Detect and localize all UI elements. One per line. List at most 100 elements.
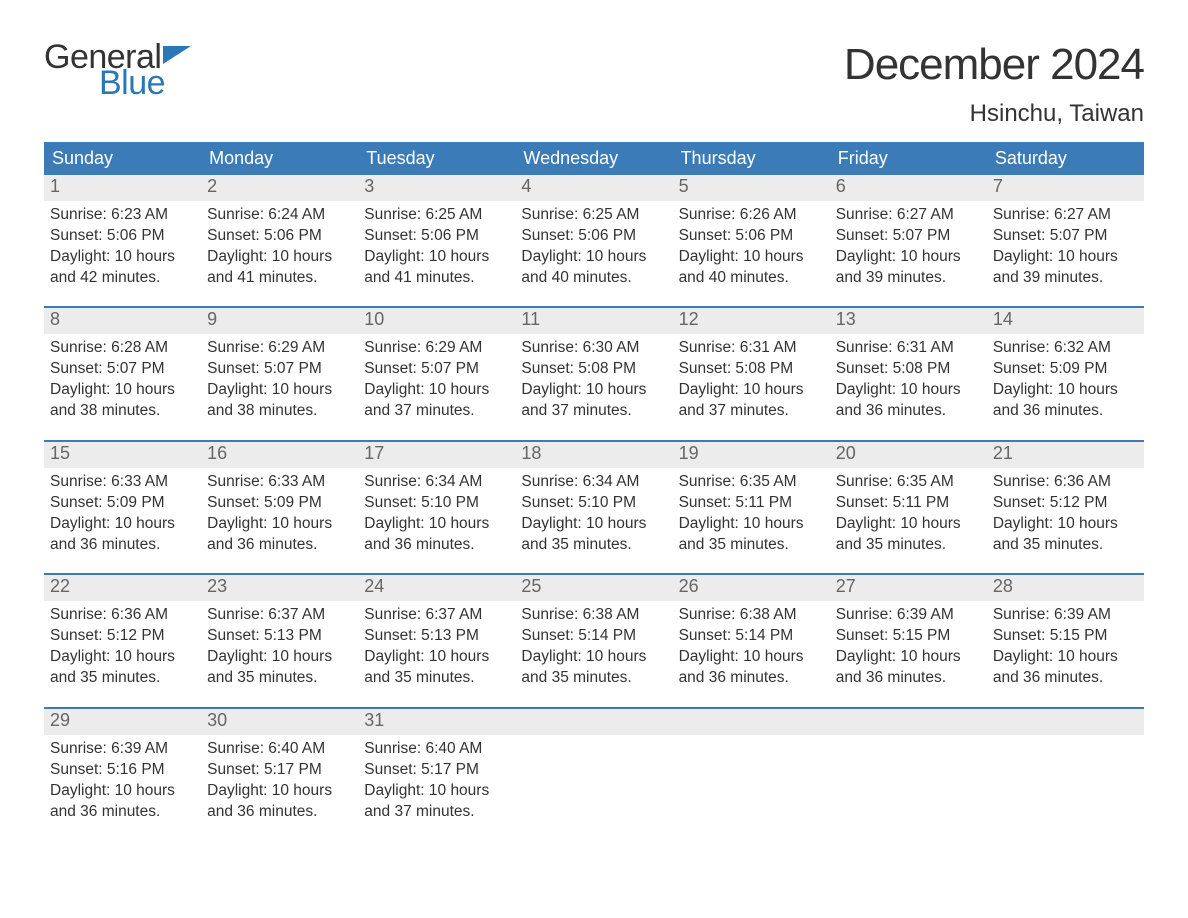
calendar: Sunday Monday Tuesday Wednesday Thursday…: [44, 142, 1144, 826]
daylight-text-2: and 40 minutes.: [679, 268, 824, 289]
sunset-text: Sunset: 5:08 PM: [521, 359, 666, 380]
day-details: Sunrise: 6:37 AMSunset: 5:13 PMDaylight:…: [358, 601, 515, 693]
daylight-text-2: and 41 minutes.: [364, 268, 509, 289]
sunset-text: Sunset: 5:06 PM: [679, 226, 824, 247]
day-number: [515, 709, 672, 735]
daylight-text-1: Daylight: 10 hours: [50, 781, 195, 802]
sunrise-text: Sunrise: 6:33 AM: [207, 472, 352, 493]
day-details: Sunrise: 6:32 AMSunset: 5:09 PMDaylight:…: [987, 334, 1144, 426]
calendar-day-cell: [830, 709, 987, 826]
sunset-text: Sunset: 5:06 PM: [521, 226, 666, 247]
calendar-day-cell: 18Sunrise: 6:34 AMSunset: 5:10 PMDayligh…: [515, 442, 672, 559]
sunrise-text: Sunrise: 6:33 AM: [50, 472, 195, 493]
daylight-text-1: Daylight: 10 hours: [364, 647, 509, 668]
daylight-text-2: and 41 minutes.: [207, 268, 352, 289]
day-details: Sunrise: 6:36 AMSunset: 5:12 PMDaylight:…: [987, 468, 1144, 560]
day-details: Sunrise: 6:26 AMSunset: 5:06 PMDaylight:…: [673, 201, 830, 293]
weekday-header-row: Sunday Monday Tuesday Wednesday Thursday…: [44, 142, 1144, 175]
day-number: 24: [358, 575, 515, 601]
sunset-text: Sunset: 5:10 PM: [521, 493, 666, 514]
daylight-text-1: Daylight: 10 hours: [50, 514, 195, 535]
sunrise-text: Sunrise: 6:36 AM: [993, 472, 1138, 493]
calendar-day-cell: [987, 709, 1144, 826]
sunrise-text: Sunrise: 6:29 AM: [207, 338, 352, 359]
sunrise-text: Sunrise: 6:35 AM: [836, 472, 981, 493]
day-number: [987, 709, 1144, 735]
daylight-text-1: Daylight: 10 hours: [993, 247, 1138, 268]
sunrise-text: Sunrise: 6:31 AM: [836, 338, 981, 359]
daylight-text-1: Daylight: 10 hours: [207, 647, 352, 668]
calendar-day-cell: 11Sunrise: 6:30 AMSunset: 5:08 PMDayligh…: [515, 308, 672, 425]
sunrise-text: Sunrise: 6:40 AM: [364, 739, 509, 760]
daylight-text-2: and 37 minutes.: [679, 401, 824, 422]
day-details: Sunrise: 6:23 AMSunset: 5:06 PMDaylight:…: [44, 201, 201, 293]
sunset-text: Sunset: 5:08 PM: [836, 359, 981, 380]
day-number: 19: [673, 442, 830, 468]
calendar-day-cell: 31Sunrise: 6:40 AMSunset: 5:17 PMDayligh…: [358, 709, 515, 826]
calendar-day-cell: 15Sunrise: 6:33 AMSunset: 5:09 PMDayligh…: [44, 442, 201, 559]
calendar-day-cell: 8Sunrise: 6:28 AMSunset: 5:07 PMDaylight…: [44, 308, 201, 425]
day-number: 21: [987, 442, 1144, 468]
day-number: 23: [201, 575, 358, 601]
day-number: 30: [201, 709, 358, 735]
day-details: Sunrise: 6:38 AMSunset: 5:14 PMDaylight:…: [673, 601, 830, 693]
daylight-text-2: and 35 minutes.: [993, 535, 1138, 556]
day-number: 2: [201, 175, 358, 201]
day-details: Sunrise: 6:35 AMSunset: 5:11 PMDaylight:…: [830, 468, 987, 560]
daylight-text-1: Daylight: 10 hours: [679, 247, 824, 268]
day-details: Sunrise: 6:31 AMSunset: 5:08 PMDaylight:…: [830, 334, 987, 426]
calendar-day-cell: 10Sunrise: 6:29 AMSunset: 5:07 PMDayligh…: [358, 308, 515, 425]
sunset-text: Sunset: 5:13 PM: [364, 626, 509, 647]
day-number: 1: [44, 175, 201, 201]
calendar-day-cell: 26Sunrise: 6:38 AMSunset: 5:14 PMDayligh…: [673, 575, 830, 692]
sunrise-text: Sunrise: 6:27 AM: [836, 205, 981, 226]
daylight-text-2: and 38 minutes.: [207, 401, 352, 422]
day-number: 3: [358, 175, 515, 201]
daylight-text-1: Daylight: 10 hours: [207, 514, 352, 535]
day-details: Sunrise: 6:40 AMSunset: 5:17 PMDaylight:…: [201, 735, 358, 827]
calendar-day-cell: 29Sunrise: 6:39 AMSunset: 5:16 PMDayligh…: [44, 709, 201, 826]
day-details: [673, 735, 830, 743]
daylight-text-1: Daylight: 10 hours: [993, 380, 1138, 401]
sunrise-text: Sunrise: 6:28 AM: [50, 338, 195, 359]
calendar-day-cell: 4Sunrise: 6:25 AMSunset: 5:06 PMDaylight…: [515, 175, 672, 292]
calendar-day-cell: 20Sunrise: 6:35 AMSunset: 5:11 PMDayligh…: [830, 442, 987, 559]
sunrise-text: Sunrise: 6:36 AM: [50, 605, 195, 626]
daylight-text-1: Daylight: 10 hours: [364, 247, 509, 268]
weekday-header: Wednesday: [515, 142, 672, 175]
sunrise-text: Sunrise: 6:39 AM: [50, 739, 195, 760]
day-number: 18: [515, 442, 672, 468]
daylight-text-1: Daylight: 10 hours: [50, 380, 195, 401]
day-details: Sunrise: 6:27 AMSunset: 5:07 PMDaylight:…: [987, 201, 1144, 293]
daylight-text-1: Daylight: 10 hours: [521, 514, 666, 535]
sunset-text: Sunset: 5:07 PM: [993, 226, 1138, 247]
daylight-text-2: and 36 minutes.: [50, 802, 195, 823]
sunset-text: Sunset: 5:17 PM: [207, 760, 352, 781]
daylight-text-2: and 35 minutes.: [679, 535, 824, 556]
day-details: Sunrise: 6:37 AMSunset: 5:13 PMDaylight:…: [201, 601, 358, 693]
sunrise-text: Sunrise: 6:26 AM: [679, 205, 824, 226]
day-details: [987, 735, 1144, 743]
daylight-text-1: Daylight: 10 hours: [50, 247, 195, 268]
day-number: 31: [358, 709, 515, 735]
daylight-text-2: and 35 minutes.: [207, 668, 352, 689]
title-block: December 2024 Hsinchu, Taiwan: [844, 40, 1144, 128]
sunset-text: Sunset: 5:09 PM: [207, 493, 352, 514]
calendar-day-cell: 5Sunrise: 6:26 AMSunset: 5:06 PMDaylight…: [673, 175, 830, 292]
sunrise-text: Sunrise: 6:39 AM: [993, 605, 1138, 626]
daylight-text-1: Daylight: 10 hours: [836, 647, 981, 668]
daylight-text-1: Daylight: 10 hours: [521, 247, 666, 268]
day-number: [830, 709, 987, 735]
daylight-text-1: Daylight: 10 hours: [207, 781, 352, 802]
sunset-text: Sunset: 5:07 PM: [364, 359, 509, 380]
daylight-text-2: and 35 minutes.: [364, 668, 509, 689]
calendar-day-cell: 19Sunrise: 6:35 AMSunset: 5:11 PMDayligh…: [673, 442, 830, 559]
logo: General Blue: [44, 40, 193, 100]
day-details: [515, 735, 672, 743]
day-number: 25: [515, 575, 672, 601]
day-number: 26: [673, 575, 830, 601]
daylight-text-2: and 35 minutes.: [836, 535, 981, 556]
daylight-text-2: and 35 minutes.: [521, 535, 666, 556]
day-number: 12: [673, 308, 830, 334]
sunrise-text: Sunrise: 6:39 AM: [836, 605, 981, 626]
